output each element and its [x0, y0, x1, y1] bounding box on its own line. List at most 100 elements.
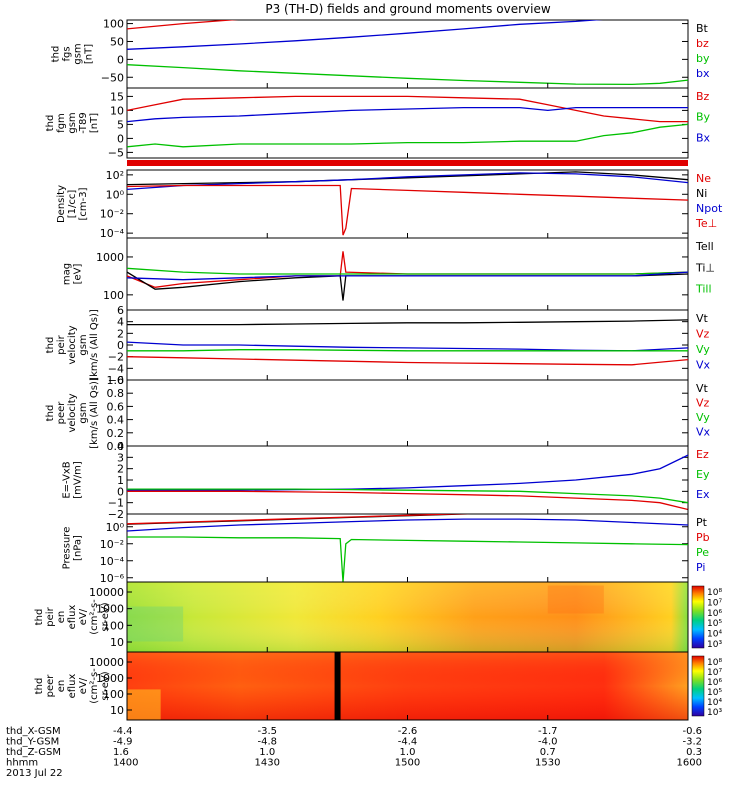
footer-value: 1.0 — [259, 747, 275, 758]
figure-title: P3 (TH-D) fields and ground moments over… — [265, 2, 550, 16]
footer-row-label: thd_X-GSM — [6, 726, 61, 737]
y-tick-label: 10⁻⁴ — [100, 227, 125, 240]
footer-value: -3.5 — [257, 726, 277, 737]
y-axis-label: gsm — [73, 43, 84, 64]
y-tick-label: 10 — [110, 636, 124, 649]
y-axis-label: eV/ — [78, 608, 89, 625]
y-axis-label: sr-eV) — [100, 602, 111, 631]
y-tick-label: 10⁻² — [100, 538, 124, 551]
y-tick-label: 10² — [106, 169, 124, 182]
y-axis-label: eV/ — [78, 677, 89, 694]
data-gap-bar — [334, 652, 341, 720]
legend-entry: bx — [696, 67, 710, 80]
y-axis-label: [eV] — [73, 264, 84, 285]
y-tick-label: 1.0 — [107, 374, 125, 387]
legend-entry: Te⊥ — [695, 217, 717, 230]
legend-entry: Vz — [696, 328, 710, 341]
y-tick-label: 0 — [117, 132, 124, 145]
series-line-red — [127, 251, 688, 288]
y-tick-label: 0.0 — [107, 440, 125, 453]
legend-entry: Npot — [696, 202, 723, 215]
y-tick-label: 100 — [103, 18, 124, 31]
y-tick-label: 0.6 — [107, 400, 125, 413]
y-tick-label: 4 — [117, 316, 124, 329]
legend-entry: Ni — [696, 187, 707, 200]
footer-value: 1500 — [395, 758, 420, 769]
y-axis-label: en — [56, 611, 67, 624]
colorbar-tick-label: 10⁴ — [707, 698, 722, 708]
y-tick-label: 2 — [117, 327, 124, 340]
y-axis-label: gsm — [78, 402, 89, 423]
y-tick-label: 100 — [103, 688, 124, 701]
series-line-green — [127, 349, 688, 352]
panel-peer: 1.00.80.60.40.20.0 thd peer velocity gsm [km/… — [45, 374, 711, 453]
y-tick-label: −4 — [108, 362, 124, 375]
y-axis-label: peir — [56, 334, 67, 354]
footer-date: 2013 Jul 22 — [6, 768, 63, 779]
y-tick-label: 1000 — [96, 251, 124, 264]
y-axis-label: (cm²-s- — [89, 599, 100, 635]
y-axis-label: peer — [56, 401, 67, 425]
series-line-green — [127, 64, 688, 86]
y-tick-label: 0.2 — [107, 427, 125, 440]
y-tick-label: −5 — [108, 146, 124, 159]
series-line-blue — [127, 271, 688, 281]
footer-value: 1.0 — [400, 747, 416, 758]
footer-row-label: thd_Z-GSM — [6, 747, 61, 758]
y-tick-label: 10 — [110, 704, 124, 717]
footer-value: 1530 — [535, 758, 560, 769]
low-flux-region — [127, 606, 184, 642]
y-axis-label: [nT] — [89, 113, 100, 133]
y-axis-label: en — [56, 680, 67, 693]
legend-entry: Till — [695, 283, 712, 296]
footer-value: -1.7 — [538, 726, 558, 737]
y-tick-label: 50 — [110, 35, 124, 48]
y-axis-label: sr-eV) — [100, 671, 111, 700]
y-axis-label: Density — [56, 185, 67, 223]
heatmap-shading — [127, 652, 688, 720]
colorbar-tick-label: 10⁶ — [707, 609, 722, 619]
footer-row-label: thd_Y-GSM — [6, 737, 59, 748]
colorbar-tick-label: 10⁶ — [707, 678, 722, 688]
y-axis-label: -T89 — [78, 112, 89, 134]
series-line-blue — [127, 454, 688, 491]
legend-entry: By — [696, 111, 711, 124]
y-axis-label: mag — [62, 263, 73, 285]
panel-frame — [126, 169, 689, 239]
legend-entry: Vt — [696, 312, 709, 325]
legend-entry: Vz — [696, 397, 710, 410]
colorbar-tick-label: 10³ — [707, 708, 722, 718]
y-axis-label: eflux — [67, 605, 78, 630]
y-tick-label: 1000 — [96, 603, 124, 616]
legend-entry: Pi — [696, 561, 705, 574]
y-axis-label: thd — [45, 337, 56, 354]
series-line-red — [127, 514, 472, 525]
legend-entry: Bz — [696, 90, 710, 103]
y-axis-label: thd — [34, 678, 45, 695]
y-axis-label: [mV/m] — [73, 461, 84, 499]
y-axis-label: E=-VxB — [62, 461, 73, 498]
y-tick-label: −1 — [108, 497, 124, 510]
y-tick-label: −2 — [108, 351, 124, 364]
heatmap-shading — [127, 582, 688, 652]
panel-pressure: 10⁰ 10⁻² 10⁻⁴ 10⁻⁶ Pressure [nPa] Pt Pb Pe Pi — [62, 513, 710, 585]
footer: thd_X-GSM -4.4 -3.5 -2.6 -1.7 -0.6 thd_Y-GSM -4… — [6, 726, 702, 779]
legend-entry: Tell — [695, 240, 714, 253]
footer-value: -4.4 — [398, 737, 418, 748]
y-axis-label: [cm-3] — [78, 187, 89, 220]
y-axis-label: velocity — [67, 393, 78, 432]
y-tick-label: −2 — [108, 508, 124, 521]
series-line-red — [127, 184, 688, 236]
y-axis-label: gsm — [67, 112, 78, 133]
y-tick-label: 10000 — [89, 586, 124, 599]
colorbar-tick-label: 10⁸ — [707, 658, 722, 668]
footer-value: 1.6 — [113, 747, 129, 758]
footer-value: -4.0 — [538, 737, 558, 748]
colorbar-tick-label: 10⁷ — [707, 668, 722, 678]
y-tick-label: 6 — [117, 304, 124, 317]
y-axis-label: [km/s (All Qs)] — [89, 377, 100, 449]
y-tick-label: −6 — [108, 374, 124, 387]
